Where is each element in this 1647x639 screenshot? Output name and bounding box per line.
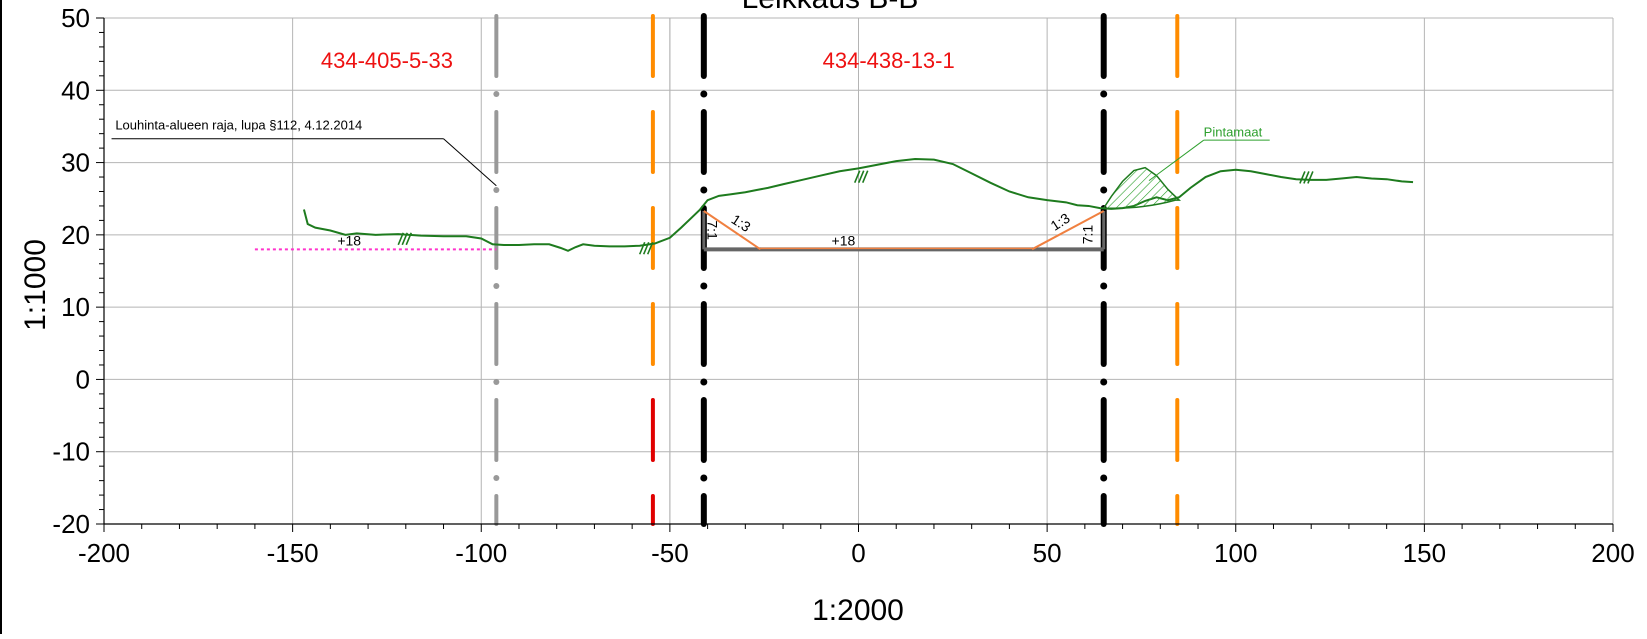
y-tick-label: 50 — [61, 3, 90, 33]
boundary-dot — [493, 187, 500, 193]
rock-symbol — [646, 241, 654, 255]
rock-symbol — [861, 170, 869, 183]
y-tick-label: 0 — [76, 364, 90, 394]
y-tick-label: -20 — [52, 509, 90, 539]
x-tick-label: 100 — [1214, 538, 1257, 568]
excavation-slope-right — [1031, 210, 1105, 251]
terrain-profile — [302, 157, 1414, 255]
y-axis-label: 1:1000 — [19, 239, 52, 331]
annotation-topsoil: Pintamaat — [1204, 125, 1263, 140]
excavation-level-label: +18 — [832, 232, 856, 248]
x-tick-label: -100 — [455, 538, 507, 568]
boundary-dot — [493, 475, 500, 481]
x-tick-label: 0 — [851, 538, 865, 568]
x-tick-label: 50 — [1033, 538, 1062, 568]
rock-symbol — [853, 170, 861, 183]
rock-symbol — [401, 232, 408, 246]
y-tick-label: 10 — [61, 292, 90, 322]
rock-symbol — [1303, 171, 1310, 184]
x-tick-label: 200 — [1591, 538, 1634, 568]
annotations: Louhinta-alueen raja, lupa §112, 4.12.20… — [111, 117, 1270, 210]
property-id-label: 434-438-13-1 — [823, 48, 955, 73]
boundary-dot — [700, 474, 708, 482]
rock-symbol — [1307, 171, 1314, 184]
terrain-line — [302, 157, 1414, 252]
boundary-dot — [1100, 90, 1108, 98]
rock-symbol — [1299, 171, 1306, 184]
annotation-quarry-limit: Louhinta-alueen raja, lupa §112, 4.12.20… — [115, 117, 362, 132]
property-id-label: 434-405-5-33 — [321, 48, 453, 73]
frame-border — [0, 0, 2, 634]
boundary-dot — [493, 91, 500, 97]
x-tick-label: -150 — [267, 538, 319, 568]
y-tick-label: 20 — [61, 220, 90, 250]
y-tick-label: 30 — [61, 148, 90, 178]
boundary-dot — [700, 378, 708, 386]
y-tick-label: -10 — [52, 437, 90, 467]
x-axis-label: 1:2000 — [812, 594, 904, 627]
chart-title: Leikkaus B-B — [742, 0, 919, 15]
excavation-slope-left — [703, 210, 761, 251]
boundary-dot — [700, 186, 708, 194]
boundary-dot — [1100, 474, 1108, 482]
rock-symbol — [857, 170, 865, 183]
boundary-dot — [1100, 186, 1108, 194]
boundary-dot — [700, 90, 708, 98]
topsoil-hatch — [1102, 166, 1182, 210]
y-tick-label: 40 — [61, 75, 90, 105]
annotation-leader — [443, 138, 497, 187]
x-tick-label: -50 — [651, 538, 689, 568]
grid — [103, 17, 1614, 525]
rock-symbol — [405, 232, 412, 246]
boundary-dot — [493, 379, 500, 385]
reference-level-label: +18 — [337, 232, 361, 248]
rock-symbol — [638, 241, 646, 255]
property-lines: 434-405-5-33 434-438-13-1 — [321, 13, 1180, 527]
boundary-dot — [493, 283, 500, 289]
rock-symbol — [397, 232, 404, 246]
excavation-profile: +18 +181:3 1:37:1 7:1 — [254, 210, 1106, 252]
wall-ratio-label-right: 7:1 — [1079, 225, 1095, 245]
annotation-leader — [1148, 139, 1204, 182]
wall-ratio-label-left: 7:1 — [705, 220, 721, 240]
boundary-dot — [1100, 282, 1108, 290]
boundary-dot — [1100, 378, 1108, 386]
x-tick-label: 150 — [1403, 538, 1446, 568]
boundary-dot — [700, 282, 708, 290]
x-tick-label: -200 — [78, 538, 130, 568]
rock-symbol — [642, 241, 650, 255]
axes: -200 -150 -100 -50 0 50 100 150 200-20-100102030… — [52, 3, 1634, 568]
